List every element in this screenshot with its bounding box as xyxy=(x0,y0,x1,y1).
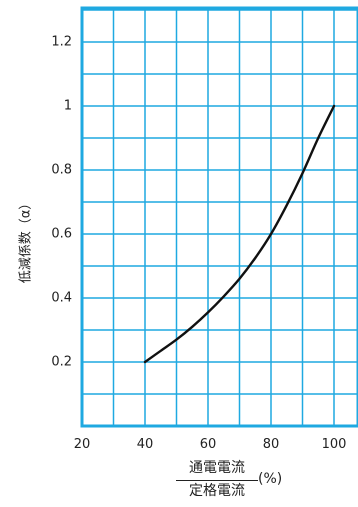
series-layer xyxy=(143,104,336,364)
y-axis-ticks: 0.2 0.4 0.6 0.8 1 1.2 xyxy=(51,35,72,370)
x-axis-ticks: 20 40 60 80 100 xyxy=(74,437,347,452)
y-tick-label-5: 1.2 xyxy=(51,35,72,50)
x-tick-label-4: 100 xyxy=(322,437,347,452)
x-axis-label-denominator: 定格電流 xyxy=(189,483,245,499)
x-tick-label-2: 60 xyxy=(200,437,217,452)
y-axis-label: 低減係数（α） xyxy=(18,197,34,284)
x-tick-label-3: 80 xyxy=(263,437,280,452)
x-axis-label-unit: (%) xyxy=(258,471,283,487)
y-tick-label-0: 0.2 xyxy=(51,355,72,370)
y-tick-label-3: 0.8 xyxy=(51,163,72,178)
x-tick-label-0: 20 xyxy=(74,437,91,452)
plot-frame xyxy=(80,6,358,428)
grid xyxy=(82,8,358,426)
x-axis-label-fraction-bar xyxy=(176,480,258,481)
x-axis-label-numerator: 通電電流 xyxy=(189,460,245,476)
series-line-0 xyxy=(143,104,336,364)
y-tick-label-1: 0.4 xyxy=(51,291,72,306)
x-axis-label: 通電電流 定格電流 (%) xyxy=(176,459,296,505)
y-tick-label-2: 0.6 xyxy=(51,227,72,242)
x-tick-label-1: 40 xyxy=(137,437,154,452)
y-tick-label-4: 1 xyxy=(64,99,72,114)
